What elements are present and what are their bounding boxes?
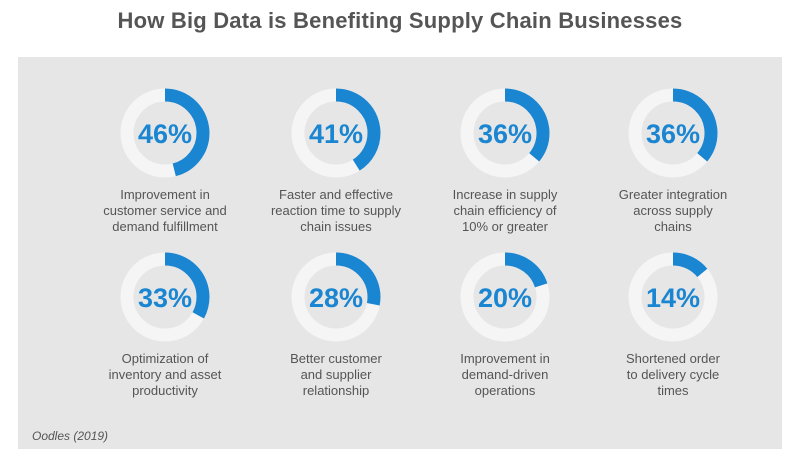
percent-value: 46% bbox=[138, 119, 192, 149]
stat-label: Improvement in customer service and dema… bbox=[103, 187, 227, 234]
stat-item: 28% Better customer and supplier relation… bbox=[241, 249, 431, 399]
donut-arc bbox=[460, 88, 550, 178]
stat-label: Faster and effective reaction time to su… bbox=[270, 187, 402, 234]
donut-arc bbox=[628, 88, 718, 178]
percent-value: 20% bbox=[478, 283, 532, 313]
percent-value: 28% bbox=[309, 283, 363, 313]
percent-value: 33% bbox=[138, 283, 192, 313]
donut-arc bbox=[120, 252, 210, 342]
donut-chart: 28% bbox=[291, 252, 381, 342]
stat-label: Better customer and supplier relationshi… bbox=[290, 351, 382, 398]
donut-arc bbox=[291, 252, 381, 342]
page-title: How Big Data is Benefiting Supply Chain … bbox=[117, 8, 683, 33]
stat-item: 14% Shortened order to delivery cycle tim… bbox=[578, 249, 768, 399]
source-citation: Oodles (2019) bbox=[32, 429, 109, 443]
stat-item: 33% Optimization of inventory and asset p… bbox=[70, 249, 260, 399]
stat-label: Improvement in demand-driven operations bbox=[460, 351, 550, 398]
donut-chart: 33% bbox=[120, 252, 210, 342]
percent-value: 36% bbox=[478, 119, 532, 149]
donut-chart: 14% bbox=[628, 252, 718, 342]
stat-item: 41% Faster and effective reaction time to… bbox=[241, 85, 431, 235]
donut-arc bbox=[120, 88, 210, 178]
stat-item: 36% Greater integration across supply cha… bbox=[578, 85, 768, 235]
donut-chart: 20% bbox=[460, 252, 550, 342]
donut-chart: 36% bbox=[628, 88, 718, 178]
donut-chart: 41% bbox=[291, 88, 381, 178]
stat-item: 46% Improvement in customer service and d… bbox=[70, 85, 260, 235]
stat-label: Shortened order to delivery cycle times bbox=[626, 351, 720, 398]
stat-item: 20% Improvement in demand-driven operatio… bbox=[410, 249, 600, 399]
donut-arc bbox=[291, 88, 381, 178]
donut-chart: 36% bbox=[460, 88, 550, 178]
stat-label: Increase in supply chain efficiency of 1… bbox=[452, 187, 558, 234]
donut-arc bbox=[628, 252, 718, 342]
percent-value: 41% bbox=[309, 119, 363, 149]
stat-item: 36% Increase in supply chain efficiency o… bbox=[410, 85, 600, 235]
percent-value: 14% bbox=[646, 283, 700, 313]
donut-grid: 46% Improvement in customer service and d… bbox=[18, 57, 782, 449]
stat-label: Greater integration across supply chains bbox=[618, 187, 728, 234]
percent-value: 36% bbox=[646, 119, 700, 149]
infographic-panel: 46% Improvement in customer service and d… bbox=[18, 57, 782, 449]
donut-chart: 46% bbox=[120, 88, 210, 178]
donut-arc bbox=[460, 252, 550, 342]
stat-label: Optimization of inventory and asset prod… bbox=[108, 351, 222, 398]
